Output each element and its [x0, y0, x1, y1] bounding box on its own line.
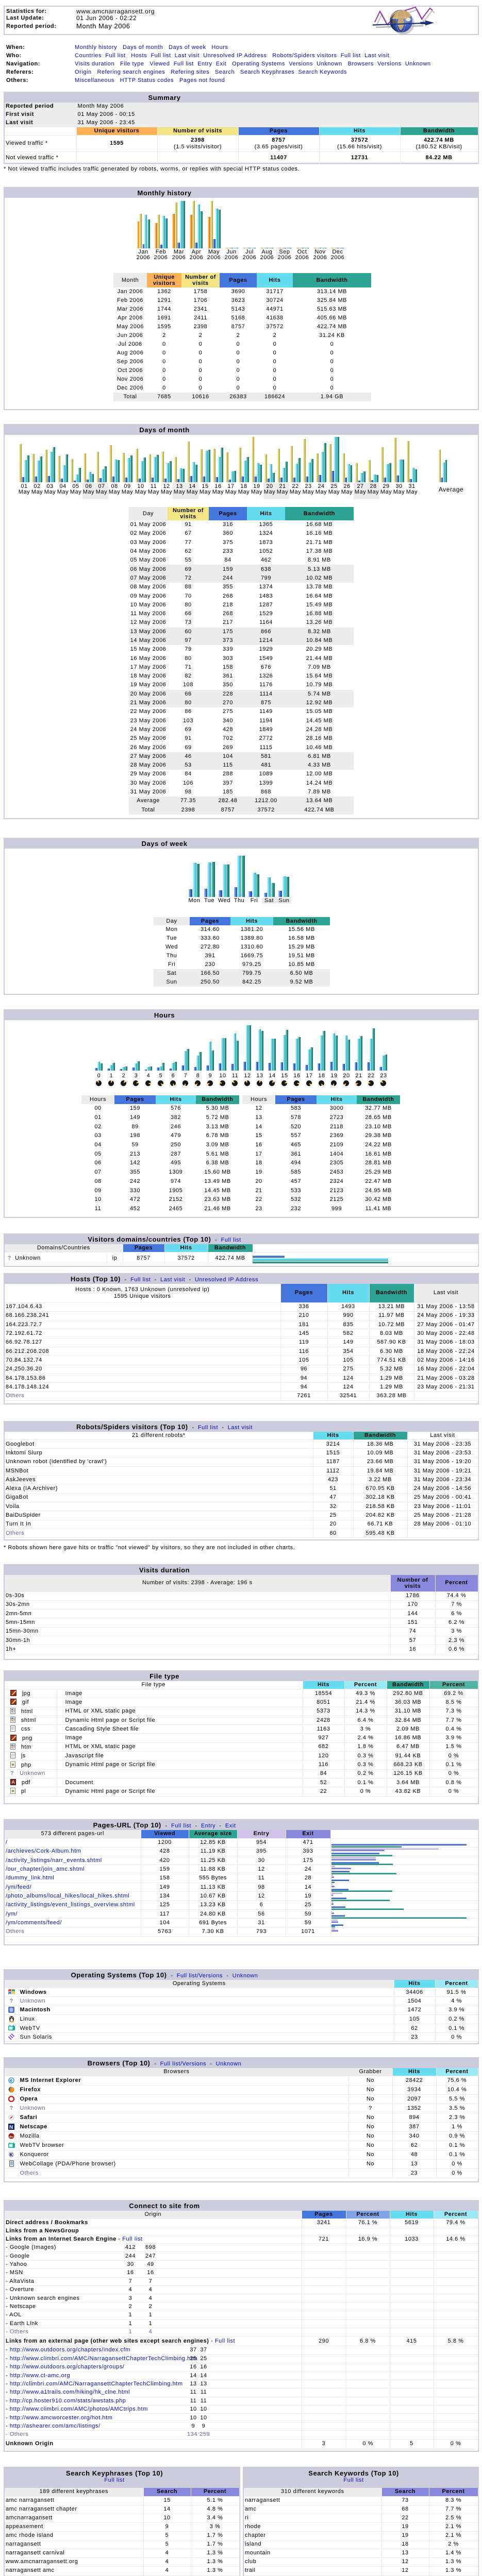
svg-text:K: K	[10, 2152, 13, 2157]
svg-text:N: N	[9, 2125, 13, 2130]
svg-text:e: e	[10, 2078, 13, 2083]
